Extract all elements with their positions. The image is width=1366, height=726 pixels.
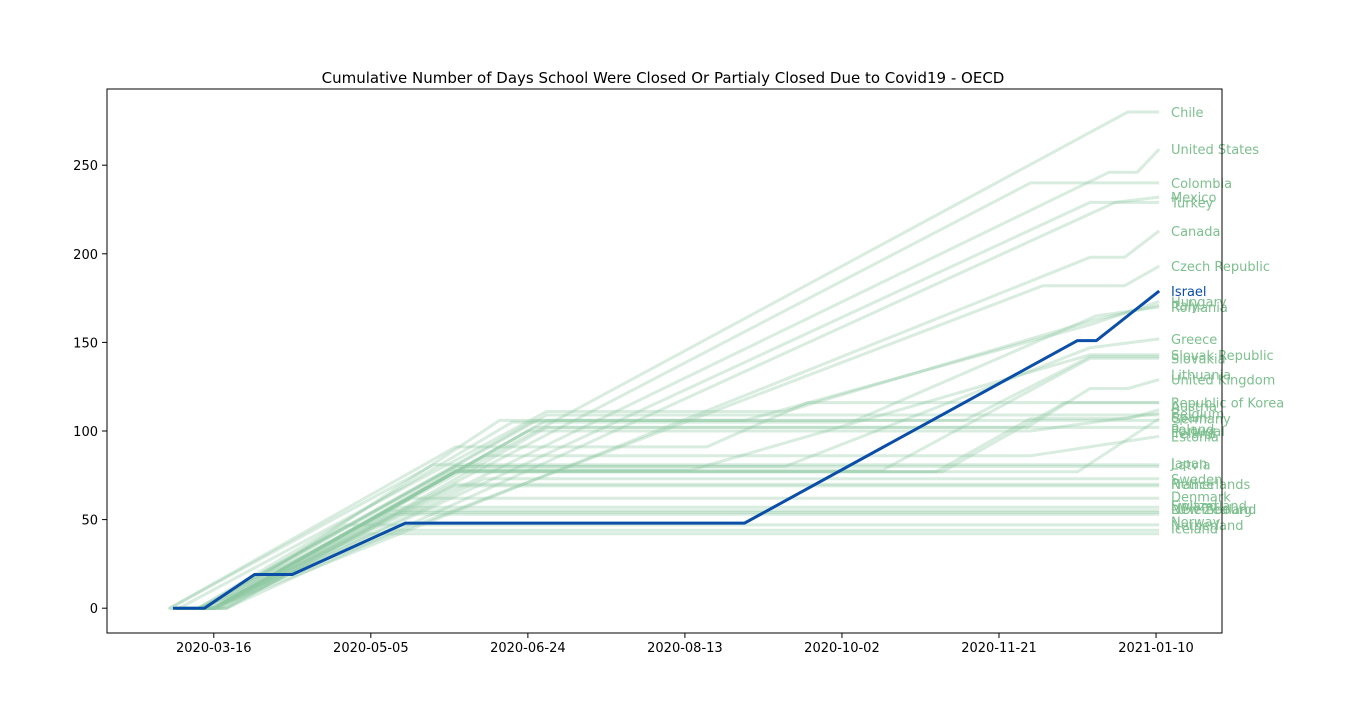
series-label-estonia: Estonia	[1171, 430, 1219, 445]
series-label-france: France	[1171, 478, 1214, 493]
series-label-romania: Romania	[1171, 301, 1228, 316]
plot-frame	[106, 88, 1223, 634]
series-label-luxembourg: Luxembourg	[1171, 503, 1252, 518]
x-tick-label: 2020-06-24	[490, 641, 566, 656]
series-label-israel: Israel	[1171, 285, 1207, 300]
series-label-chile: Chile	[1171, 106, 1204, 121]
series-label-germany: Germany	[1171, 413, 1231, 428]
series-label-austria: Austria	[1171, 400, 1217, 415]
series-line-united-kingdom	[176, 378, 1160, 610]
series-label-spain: Spain	[1171, 411, 1207, 426]
y-tick-label: 150	[73, 336, 98, 351]
y-tick-label: 250	[73, 159, 98, 174]
series-label-finland: Finland	[1171, 499, 1217, 514]
x-tick-label: 2021-01-10	[1118, 641, 1194, 656]
series-line-japan	[168, 463, 1160, 610]
x-tick-label: 2020-05-05	[333, 641, 409, 656]
series-label-turkey: Turkey	[1170, 196, 1214, 211]
x-tick-label: 2020-10-02	[804, 641, 880, 656]
series-line-austria	[176, 401, 1160, 610]
series-line-republic-of-korea	[168, 401, 1160, 610]
series-label-poland: Poland	[1171, 423, 1214, 438]
x-axis: 2020-03-16 2020-05-05 2020-06-24 2020-08-13…	[176, 633, 1194, 656]
series-line-lithuania	[176, 355, 1160, 610]
series-label-colombia: Colombia	[1171, 177, 1232, 192]
series-label-netherland: Netherland	[1171, 519, 1243, 534]
series-label-mexico: Mexico	[1171, 191, 1216, 206]
series-label-republic-of-korea: Republic of Korea	[1171, 397, 1284, 412]
y-tick-label: 200	[73, 248, 98, 263]
y-axis: 0 50 100 150 200 250	[73, 159, 107, 617]
series-label-united-kingdom: United Kingdom	[1171, 374, 1275, 389]
series-label-iceland: Iceland	[1171, 523, 1218, 538]
series-label-greece: Greece	[1171, 333, 1217, 348]
series-label-netherlands: Netherlands	[1171, 478, 1250, 493]
series-line-israel	[173, 289, 1161, 610]
series-line-hungary	[176, 300, 1160, 610]
series-label-lithuania: Lithuania	[1171, 368, 1231, 383]
series-label-ireland: Ireland	[1171, 427, 1216, 442]
series-label-switzerland: Switzerland	[1171, 499, 1247, 514]
series-line-greece	[176, 337, 1160, 610]
series-label-italy: Italy	[1171, 299, 1200, 314]
series-label-belgium: Belgium	[1171, 407, 1224, 422]
y-tick-label: 50	[81, 514, 98, 529]
series-label-portugal: Portugal	[1171, 425, 1225, 440]
series-label-slovakia: Slovakia	[1171, 352, 1226, 367]
series-label-sweden: Sweden	[1171, 473, 1222, 488]
series-label-united-states: United States	[1171, 143, 1259, 158]
x-tick-label: 2020-03-16	[176, 641, 252, 656]
series-line-belgium	[176, 408, 1160, 610]
x-tick-label: 2020-11-21	[961, 641, 1037, 656]
series-label-czech-republic: Czech Republic	[1171, 260, 1270, 275]
series-label-new-zealand: New Zealand	[1171, 503, 1256, 518]
y-tick-label: 100	[73, 425, 98, 440]
series-label-denmark: Denmark	[1171, 491, 1231, 506]
series-label-hungary: Hungary	[1171, 296, 1227, 311]
series-label-canada: Canada	[1171, 225, 1220, 240]
chart-title: Cumulative Number of Days School Were Cl…	[322, 69, 1005, 87]
series-line-slovakia	[176, 356, 1160, 610]
series-label-japan: Japan	[1170, 457, 1207, 472]
series-line-norway	[176, 523, 1160, 610]
y-tick-label: 0	[90, 602, 98, 617]
series-label-norway: Norway	[1171, 515, 1221, 530]
x-tick-label: 2020-08-13	[647, 641, 723, 656]
series-layer	[168, 110, 1161, 610]
series-line-slovak-republic	[176, 353, 1160, 610]
series-label-latvia: Latvia	[1171, 459, 1211, 474]
